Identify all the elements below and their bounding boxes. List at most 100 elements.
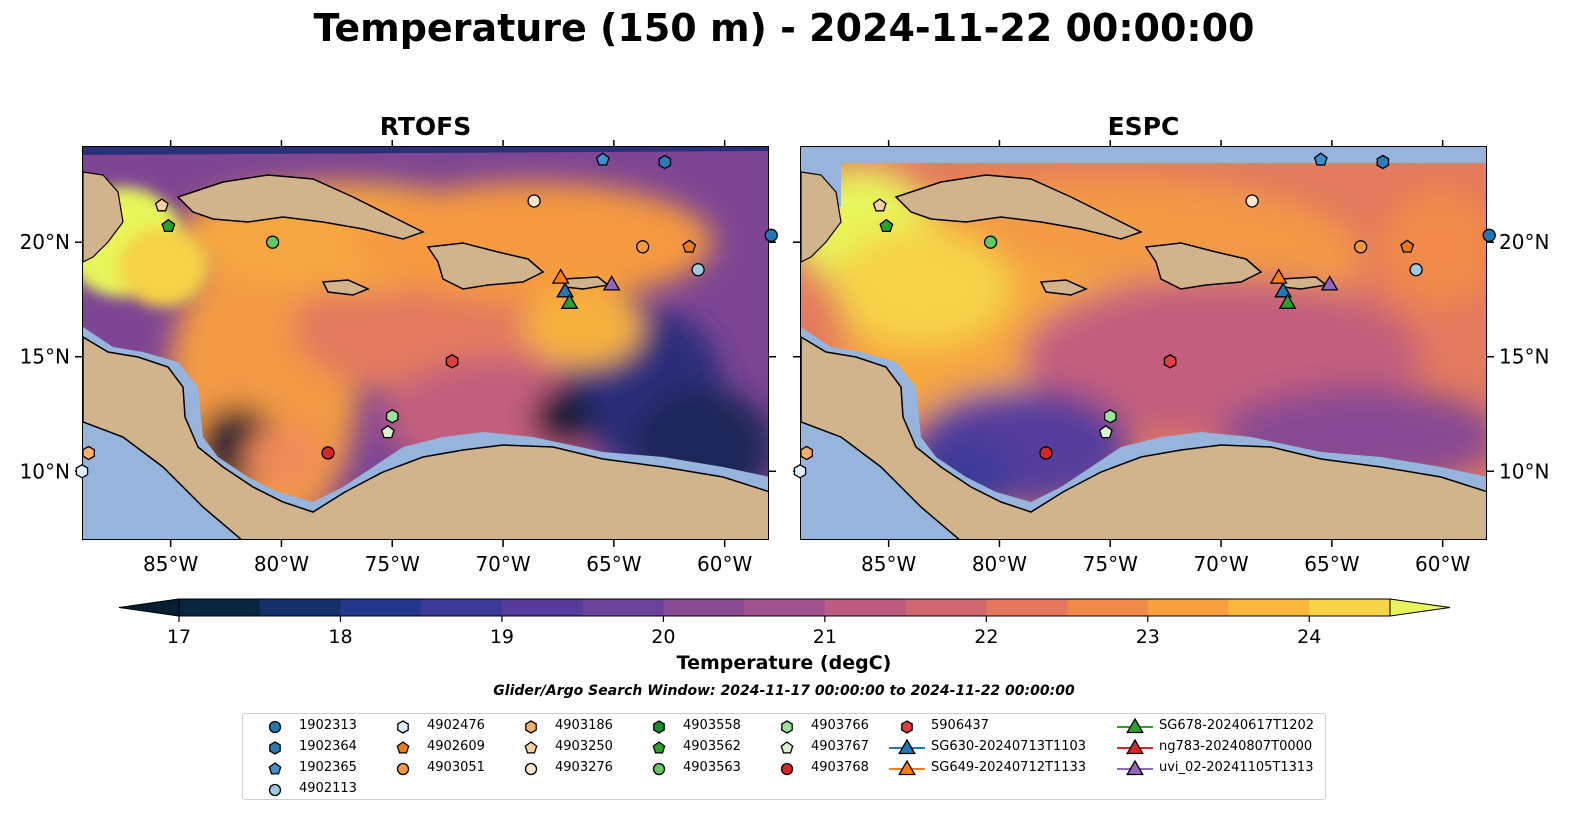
jamaica-land — [321, 279, 370, 296]
marker-5906437 — [1163, 354, 1177, 369]
legend-label: 1902364 — [299, 739, 357, 754]
legend-marker — [396, 741, 410, 754]
marker-4903276 — [1245, 194, 1259, 208]
legend-swatch — [1117, 717, 1153, 734]
legend-marker — [653, 720, 665, 734]
legend-swatch — [781, 720, 793, 734]
legend-marker — [268, 783, 282, 797]
legend-marker — [901, 720, 913, 734]
marker-4903250 — [154, 198, 169, 212]
cuba-land — [176, 174, 425, 240]
marker-1902365 — [595, 152, 610, 166]
colorbar-tick-label: 21 — [813, 626, 837, 648]
y-tick-label: 10°N — [20, 459, 70, 483]
rtofs-observation-markers — [75, 152, 778, 479]
x-tick-label: 70°W — [1193, 552, 1248, 576]
x-tick-label: 60°W — [697, 552, 752, 576]
colorbar-segment — [421, 599, 503, 616]
marker-4902609 — [682, 239, 697, 253]
marker-1902313 — [764, 228, 778, 242]
legend-marker — [652, 762, 666, 776]
hispaniola-land — [426, 242, 545, 290]
colorbar-frame — [178, 598, 1391, 617]
legend-marker — [898, 759, 916, 776]
marker-1902364 — [1376, 154, 1390, 170]
x-tick-label: 85°W — [861, 552, 916, 576]
rtofs-panel-title: RTOFS — [379, 112, 472, 141]
colorbar-tick-label: 19 — [490, 626, 514, 648]
marker-4903186 — [800, 445, 813, 461]
legend-swatch — [268, 783, 282, 797]
legend-marker — [898, 738, 916, 755]
y-tick-label: 20°N — [20, 230, 70, 254]
legend-swatch — [268, 720, 282, 734]
colorbar-tick-label: 24 — [1297, 626, 1321, 648]
colorbar-segment — [986, 599, 1068, 616]
legend-swatch — [780, 762, 794, 776]
marker-SG630-20240713T1103 — [1274, 282, 1293, 298]
legend: 1902313 1902364 1902365 4902113 4902476 49026… — [242, 713, 1326, 800]
legend-swatch — [268, 762, 282, 775]
legend-swatch — [269, 741, 281, 755]
legend-marker — [1126, 738, 1144, 755]
marker-SG649-20240712T1133 — [1269, 268, 1288, 284]
marker-uvi_02-20241105T1313 — [602, 275, 621, 291]
colorbar-low-extend — [118, 598, 180, 617]
legend-marker — [1126, 717, 1144, 734]
legend-marker — [269, 741, 281, 755]
marker-SG678-20240617T1202 — [560, 293, 579, 309]
central-south-america-land — [801, 336, 1486, 539]
x-tick-label: 85°W — [143, 552, 198, 576]
legend-label: 4903250 — [555, 739, 613, 754]
x-tick-label: 75°W — [1083, 552, 1138, 576]
legend-label: SG630-20240713T1103 — [931, 739, 1087, 754]
legend-marker — [780, 762, 794, 776]
legend-label: 4903766 — [811, 718, 869, 733]
espc-map-canvas — [801, 147, 1486, 539]
legend-label: uvi_02-20241105T1313 — [1159, 760, 1314, 775]
legend-swatch — [652, 741, 666, 754]
marker-SG630-20240713T1103 — [556, 282, 575, 298]
colorbar-tick-label: 20 — [651, 626, 675, 648]
colorbar-segment — [501, 599, 584, 616]
legend-label: 5906437 — [931, 718, 989, 733]
colorbar-tick-label: 23 — [1136, 626, 1160, 648]
y-tick-label: 20°N — [1499, 230, 1549, 254]
legend-label: 4903186 — [555, 718, 613, 733]
marker-4903766 — [1103, 409, 1117, 424]
marker-1902364 — [658, 154, 672, 170]
marker-SG649-20240712T1133 — [551, 268, 570, 284]
legend-label: 4902113 — [299, 781, 357, 796]
marker-4903563 — [265, 235, 280, 249]
legend-marker — [652, 741, 666, 754]
marker-4903250 — [872, 198, 887, 212]
x-tick-label: 80°W — [254, 552, 309, 576]
colorbar-segment — [340, 599, 422, 616]
figure-title: Temperature (150 m) - 2024-11-22 00:00:0… — [313, 6, 1255, 50]
hispaniola-land — [1144, 242, 1263, 290]
colorbar-segment — [259, 599, 341, 616]
x-tick-label: 65°W — [1304, 552, 1359, 576]
legend-label: 4903558 — [683, 718, 741, 733]
legend-label: 4903276 — [555, 760, 613, 775]
x-tick-label: 60°W — [1415, 552, 1470, 576]
legend-label: SG678-20240617T1202 — [1159, 718, 1315, 733]
marker-4903276 — [527, 194, 541, 208]
search-window-text: Glider/Argo Search Window: 2024-11-17 00… — [493, 683, 1075, 699]
colorbar-segment — [179, 599, 261, 616]
colorbar-segment — [1228, 599, 1310, 616]
legend-marker — [781, 720, 793, 734]
x-tick-label: 75°W — [365, 552, 420, 576]
colorbar-tick-label: 22 — [974, 626, 998, 648]
y-tick-label: 10°N — [1499, 459, 1549, 483]
legend-marker — [1126, 759, 1144, 776]
legend-swatch — [524, 741, 538, 754]
legend-label: 4903562 — [683, 739, 741, 754]
x-tick-label: 70°W — [475, 552, 530, 576]
legend-marker — [397, 720, 409, 734]
legend-label: 4903563 — [683, 760, 741, 775]
colorbar-tick-label: 17 — [167, 626, 191, 648]
legend-marker — [525, 720, 537, 734]
legend-label: 1902365 — [299, 760, 357, 775]
